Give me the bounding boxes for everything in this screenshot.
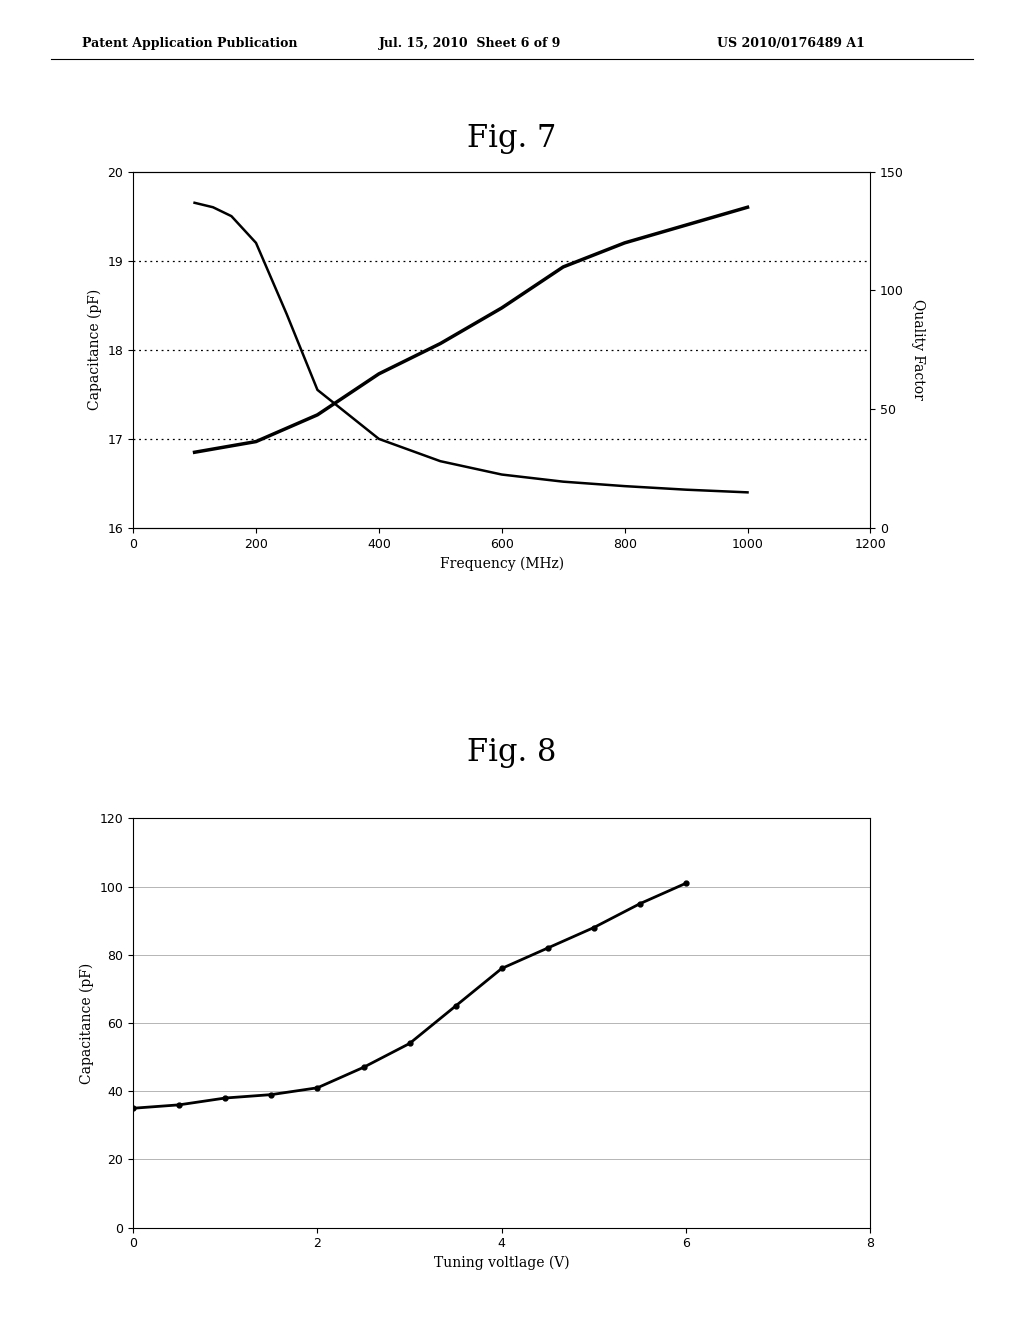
X-axis label: Frequency (MHz): Frequency (MHz) xyxy=(439,556,564,570)
Text: US 2010/0176489 A1: US 2010/0176489 A1 xyxy=(717,37,864,50)
Y-axis label: Capacitance (pF): Capacitance (pF) xyxy=(80,962,94,1084)
X-axis label: Tuning voltlage (V): Tuning voltlage (V) xyxy=(434,1255,569,1270)
Text: Jul. 15, 2010  Sheet 6 of 9: Jul. 15, 2010 Sheet 6 of 9 xyxy=(379,37,561,50)
Text: Patent Application Publication: Patent Application Publication xyxy=(82,37,297,50)
Text: Fig. 8: Fig. 8 xyxy=(467,737,557,768)
Y-axis label: Quality Factor: Quality Factor xyxy=(910,300,925,400)
Text: Fig. 7: Fig. 7 xyxy=(467,123,557,154)
Y-axis label: Capacitance (pF): Capacitance (pF) xyxy=(88,289,102,411)
